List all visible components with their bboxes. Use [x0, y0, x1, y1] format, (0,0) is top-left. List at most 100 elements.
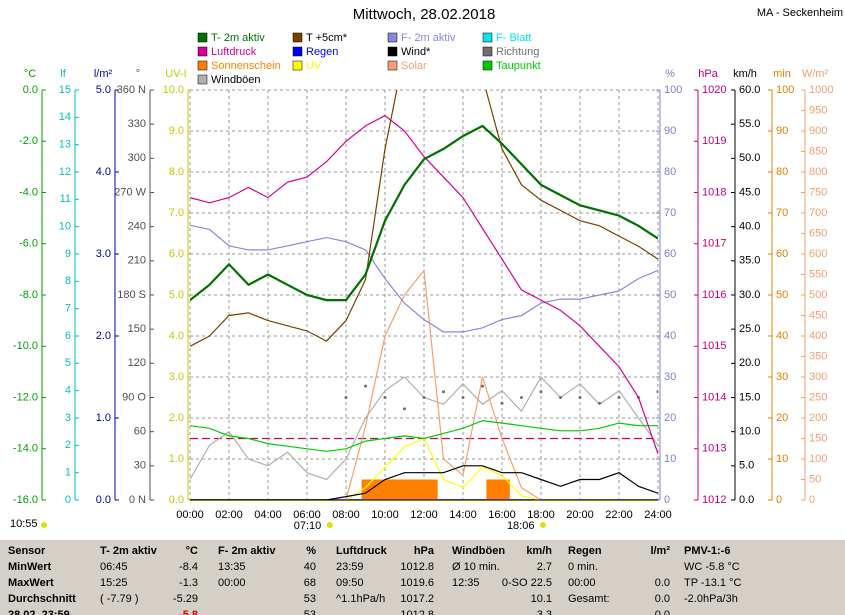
y-tick-label: 2.0 — [96, 330, 111, 342]
y-tick-label: 0 — [776, 494, 782, 506]
y-tick-label: 25.0 — [739, 323, 760, 335]
table-cell: 0.0 — [654, 609, 670, 615]
legend-label: Sonnenschein — [211, 60, 281, 72]
legend-label: Solar — [401, 60, 427, 72]
legend-label: Wind* — [401, 46, 431, 58]
series-line — [190, 224, 658, 333]
y-tick-label: 0 — [664, 494, 670, 506]
y-tick-label: 5 — [65, 357, 71, 369]
table-cell: WC -5.8 °C — [684, 561, 740, 573]
table-cell: Ø 10 min. — [452, 561, 500, 573]
y-tick-label: -4.0 — [19, 186, 38, 198]
y-tick-label: 11 — [60, 193, 71, 205]
y-tick-label: 200 — [809, 412, 827, 424]
table-cell: 15:25 — [100, 577, 128, 589]
y-tick-label: 1018 — [702, 186, 726, 198]
series-line — [190, 465, 658, 500]
direction-dot — [422, 396, 426, 399]
table-cell: 00:00 — [218, 577, 246, 589]
y-tick-label: 400 — [809, 330, 827, 342]
y-tick-label: 30 — [134, 460, 146, 472]
y-tick-label: 1019 — [702, 135, 726, 147]
y-tick-label: 7 — [65, 303, 71, 315]
y-tick-label: 60 — [776, 248, 788, 260]
y-tick-label: 1 — [65, 467, 71, 479]
legend-swatch — [292, 60, 303, 71]
y-tick-label: 35.0 — [739, 255, 760, 267]
y-tick-label: -16.0 — [13, 494, 38, 506]
y-tick-label: 14 — [59, 111, 71, 123]
y-tick-label: 150 — [809, 432, 827, 444]
y-tick-label: 60.0 — [739, 84, 760, 96]
y-tick-label: 9 — [65, 248, 71, 260]
direction-dot — [442, 390, 445, 394]
axis-title: UV-I — [165, 68, 186, 80]
y-tick-label: 8.0 — [169, 166, 184, 178]
y-tick-label: 90 — [776, 125, 788, 137]
table-cell: ^1.1hPa/h — [336, 593, 386, 605]
y-tick-label: 60 — [134, 426, 146, 438]
x-tick-label: 02:00 — [215, 509, 243, 521]
y-tick-label: 60 — [664, 248, 676, 260]
direction-dot — [481, 384, 484, 388]
legend-swatch — [387, 46, 398, 57]
legend-swatch — [197, 60, 208, 71]
table-cell: 1019.6 — [400, 577, 434, 589]
table-cell: -1.3 — [179, 577, 198, 589]
y-tick-label: 30 — [664, 371, 676, 383]
legend-label: Windböen — [211, 74, 261, 86]
x-tick-label: 22:00 — [605, 509, 633, 521]
legend-swatch — [197, 74, 208, 85]
y-tick-label: 8 — [65, 275, 71, 287]
table-cell: 23:59 — [336, 561, 364, 573]
legend-label: F- 2m aktiv — [401, 32, 456, 44]
series-line — [190, 90, 658, 347]
legend-swatch — [482, 46, 493, 57]
y-tick-label: 600 — [809, 248, 827, 260]
y-tick-label: 40 — [776, 330, 788, 342]
y-tick-label: 10.0 — [739, 426, 760, 438]
y-tick-label: 70 — [776, 207, 788, 219]
y-tick-label: 40 — [664, 330, 676, 342]
y-tick-label: 50 — [809, 473, 821, 485]
direction-dot — [539, 390, 543, 394]
axis-title: min — [773, 68, 791, 80]
y-tick-label: 300 — [809, 371, 827, 383]
summary-table: Sensor T- 2m aktiv °C F- 2m aktiv% Luftdruck… — [0, 540, 845, 615]
y-tick-label: 240 — [128, 221, 146, 233]
y-tick-label: 10 — [664, 453, 676, 465]
legend-label: T- 2m aktiv — [211, 32, 265, 44]
table-cell: °C — [185, 545, 198, 557]
y-tick-label: -12.0 — [13, 391, 38, 403]
y-tick-label: 360 N — [117, 84, 146, 96]
y-tick-label: 13 — [59, 139, 71, 151]
y-tick-label: 30.0 — [739, 289, 760, 301]
direction-dot — [559, 396, 562, 399]
chart: Mittwoch, 28.02.2018 MA - Seckenheim 10:… — [10, 6, 843, 532]
table-cell: 53 — [303, 609, 316, 615]
y-tick-label: 900 — [809, 125, 827, 137]
y-tick-label: 90 O — [122, 391, 146, 403]
table-cell: MaxWert — [8, 577, 54, 589]
y-tick-label: 30 — [776, 371, 788, 383]
y-tick-label: 15 — [59, 84, 71, 96]
table-cell: -2.0hPa/3h — [684, 593, 738, 605]
table-cell: 3.3 — [536, 609, 552, 615]
y-tick-label: 50 — [776, 289, 788, 301]
table-cell: 28.02. 23:59 — [8, 609, 70, 615]
y-tick-label: 20 — [664, 412, 676, 424]
axis-title: l/m² — [94, 68, 113, 80]
series-line — [190, 124, 658, 302]
direction-dot — [617, 396, 621, 399]
y-tick-label: 5.0 — [169, 289, 184, 301]
y-tick-label: 9.0 — [169, 125, 184, 137]
y-tick-label: 80 — [664, 166, 676, 178]
direction-dot — [403, 407, 406, 411]
axis-title: °C — [24, 68, 36, 80]
table-cell: 0.0 — [654, 593, 670, 605]
x-tick-label: 16:00 — [488, 509, 516, 521]
axis-title: km/h — [733, 68, 757, 80]
y-tick-label: -10.0 — [13, 340, 38, 352]
table-cell: 1012.8 — [400, 609, 434, 615]
